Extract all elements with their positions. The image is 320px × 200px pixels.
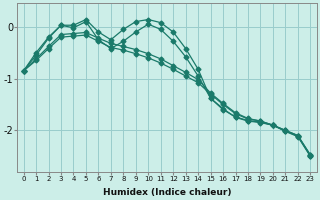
X-axis label: Humidex (Indice chaleur): Humidex (Indice chaleur) [103, 188, 231, 197]
